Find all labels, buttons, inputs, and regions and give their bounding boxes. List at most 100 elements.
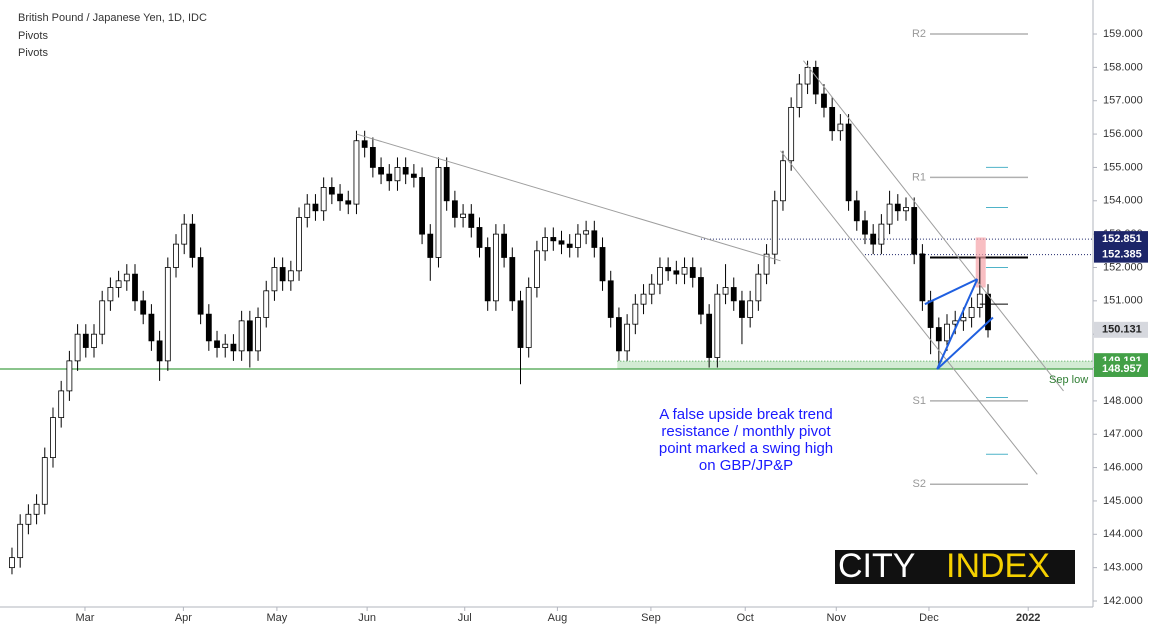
candle-body xyxy=(173,243,179,268)
y-tick-label: 158.000 xyxy=(1103,61,1143,73)
y-tick-label: 155.000 xyxy=(1103,161,1143,173)
candle-body xyxy=(476,227,483,248)
candle-body xyxy=(591,230,598,248)
y-tick-label: 145.000 xyxy=(1103,495,1143,507)
price-label-box xyxy=(1094,246,1148,263)
candle-body xyxy=(246,320,253,352)
x-tick-label: Jun xyxy=(358,612,376,624)
candle-body xyxy=(9,557,15,569)
candle-body xyxy=(747,300,754,318)
x-tick-label: Dec xyxy=(919,612,939,624)
pivot-label: S2 xyxy=(913,478,926,490)
candle-body xyxy=(214,340,220,348)
candle-body xyxy=(435,167,442,258)
candle-body xyxy=(648,283,655,295)
y-tick-label: 148.000 xyxy=(1103,395,1143,407)
candle-body xyxy=(509,257,516,302)
y-tick-label: 144.000 xyxy=(1103,528,1143,540)
candle-body xyxy=(205,313,212,342)
candle-body xyxy=(484,247,491,302)
candle-body xyxy=(919,253,926,302)
candle-body xyxy=(361,140,368,148)
candle-body xyxy=(714,293,721,358)
candle-body xyxy=(599,247,606,282)
candle-body xyxy=(140,300,147,315)
candle-body xyxy=(804,66,811,85)
candle-body xyxy=(50,417,56,458)
indicator-label: Pivots xyxy=(18,47,48,59)
candle-body xyxy=(960,317,967,322)
candle-body xyxy=(410,173,417,178)
candle-body xyxy=(41,457,48,505)
candle-body xyxy=(829,106,836,132)
candle-body xyxy=(968,307,975,318)
candle-body xyxy=(845,123,852,202)
candle-body xyxy=(501,233,507,258)
candle-body xyxy=(689,267,696,278)
candle-body xyxy=(427,233,434,258)
y-tick-label: 154.000 xyxy=(1103,195,1143,207)
candle-body xyxy=(640,293,647,305)
price-label: 152.385 xyxy=(1102,249,1142,261)
candle-body xyxy=(525,287,532,348)
candle-body xyxy=(542,237,549,252)
x-tick-label: Sep xyxy=(641,612,661,624)
candle-body xyxy=(534,250,540,288)
highlight xyxy=(975,237,986,288)
candle-body xyxy=(296,217,302,272)
candle-body xyxy=(911,207,918,255)
price-label: 152.851 xyxy=(1102,233,1142,245)
candle-body xyxy=(238,320,245,352)
indicator-label: Pivots xyxy=(18,30,48,42)
candle-body xyxy=(780,160,786,202)
x-tick-label: Apr xyxy=(175,612,192,624)
candle-body xyxy=(320,187,327,212)
candle-body xyxy=(492,233,499,302)
candle-body xyxy=(271,267,278,292)
candle-body xyxy=(903,207,909,212)
candle-body xyxy=(698,277,704,315)
price-label-box xyxy=(1094,360,1148,377)
candle-body xyxy=(91,333,97,348)
y-tick-label: 157.000 xyxy=(1103,95,1143,107)
candle-body xyxy=(468,213,475,228)
candle-body xyxy=(345,200,352,205)
x-tick-label: 2022 xyxy=(1016,612,1040,624)
candle-body xyxy=(812,66,819,95)
logo-text: INDEX xyxy=(946,547,1050,585)
candle-body xyxy=(33,503,40,515)
candle-body xyxy=(517,300,524,348)
candle-body xyxy=(550,237,557,242)
candle-body xyxy=(443,167,450,202)
candle-body xyxy=(312,203,319,212)
trendline xyxy=(356,133,781,262)
y-tick-label: 143.000 xyxy=(1103,562,1143,574)
candle-body xyxy=(583,230,590,235)
logo-box xyxy=(835,550,1075,584)
annotation: point marked a swing high xyxy=(659,440,833,457)
candle-body xyxy=(837,123,844,132)
x-tick-label: Aug xyxy=(548,612,568,624)
candle-body xyxy=(369,147,376,168)
candle-body xyxy=(386,173,393,182)
candle-body xyxy=(328,187,335,195)
annotation: on GBP/JP&P xyxy=(699,457,793,474)
candle-body xyxy=(673,270,680,275)
candle-body xyxy=(730,287,737,302)
trendline xyxy=(803,60,1064,392)
candle-body xyxy=(607,280,614,318)
candle-body xyxy=(263,290,270,318)
candle-body xyxy=(796,83,803,108)
candle-body xyxy=(156,340,163,362)
candle-body xyxy=(575,233,581,248)
candle-body xyxy=(337,193,343,202)
candle-body xyxy=(657,267,663,285)
candle-body xyxy=(616,317,622,352)
trendline xyxy=(780,150,1038,475)
chart-title: British Pound / Japanese Yen, 1D, IDC xyxy=(18,12,207,24)
y-tick-label: 142.000 xyxy=(1103,595,1143,607)
candle-body xyxy=(107,287,114,302)
support-zone xyxy=(617,361,1093,369)
